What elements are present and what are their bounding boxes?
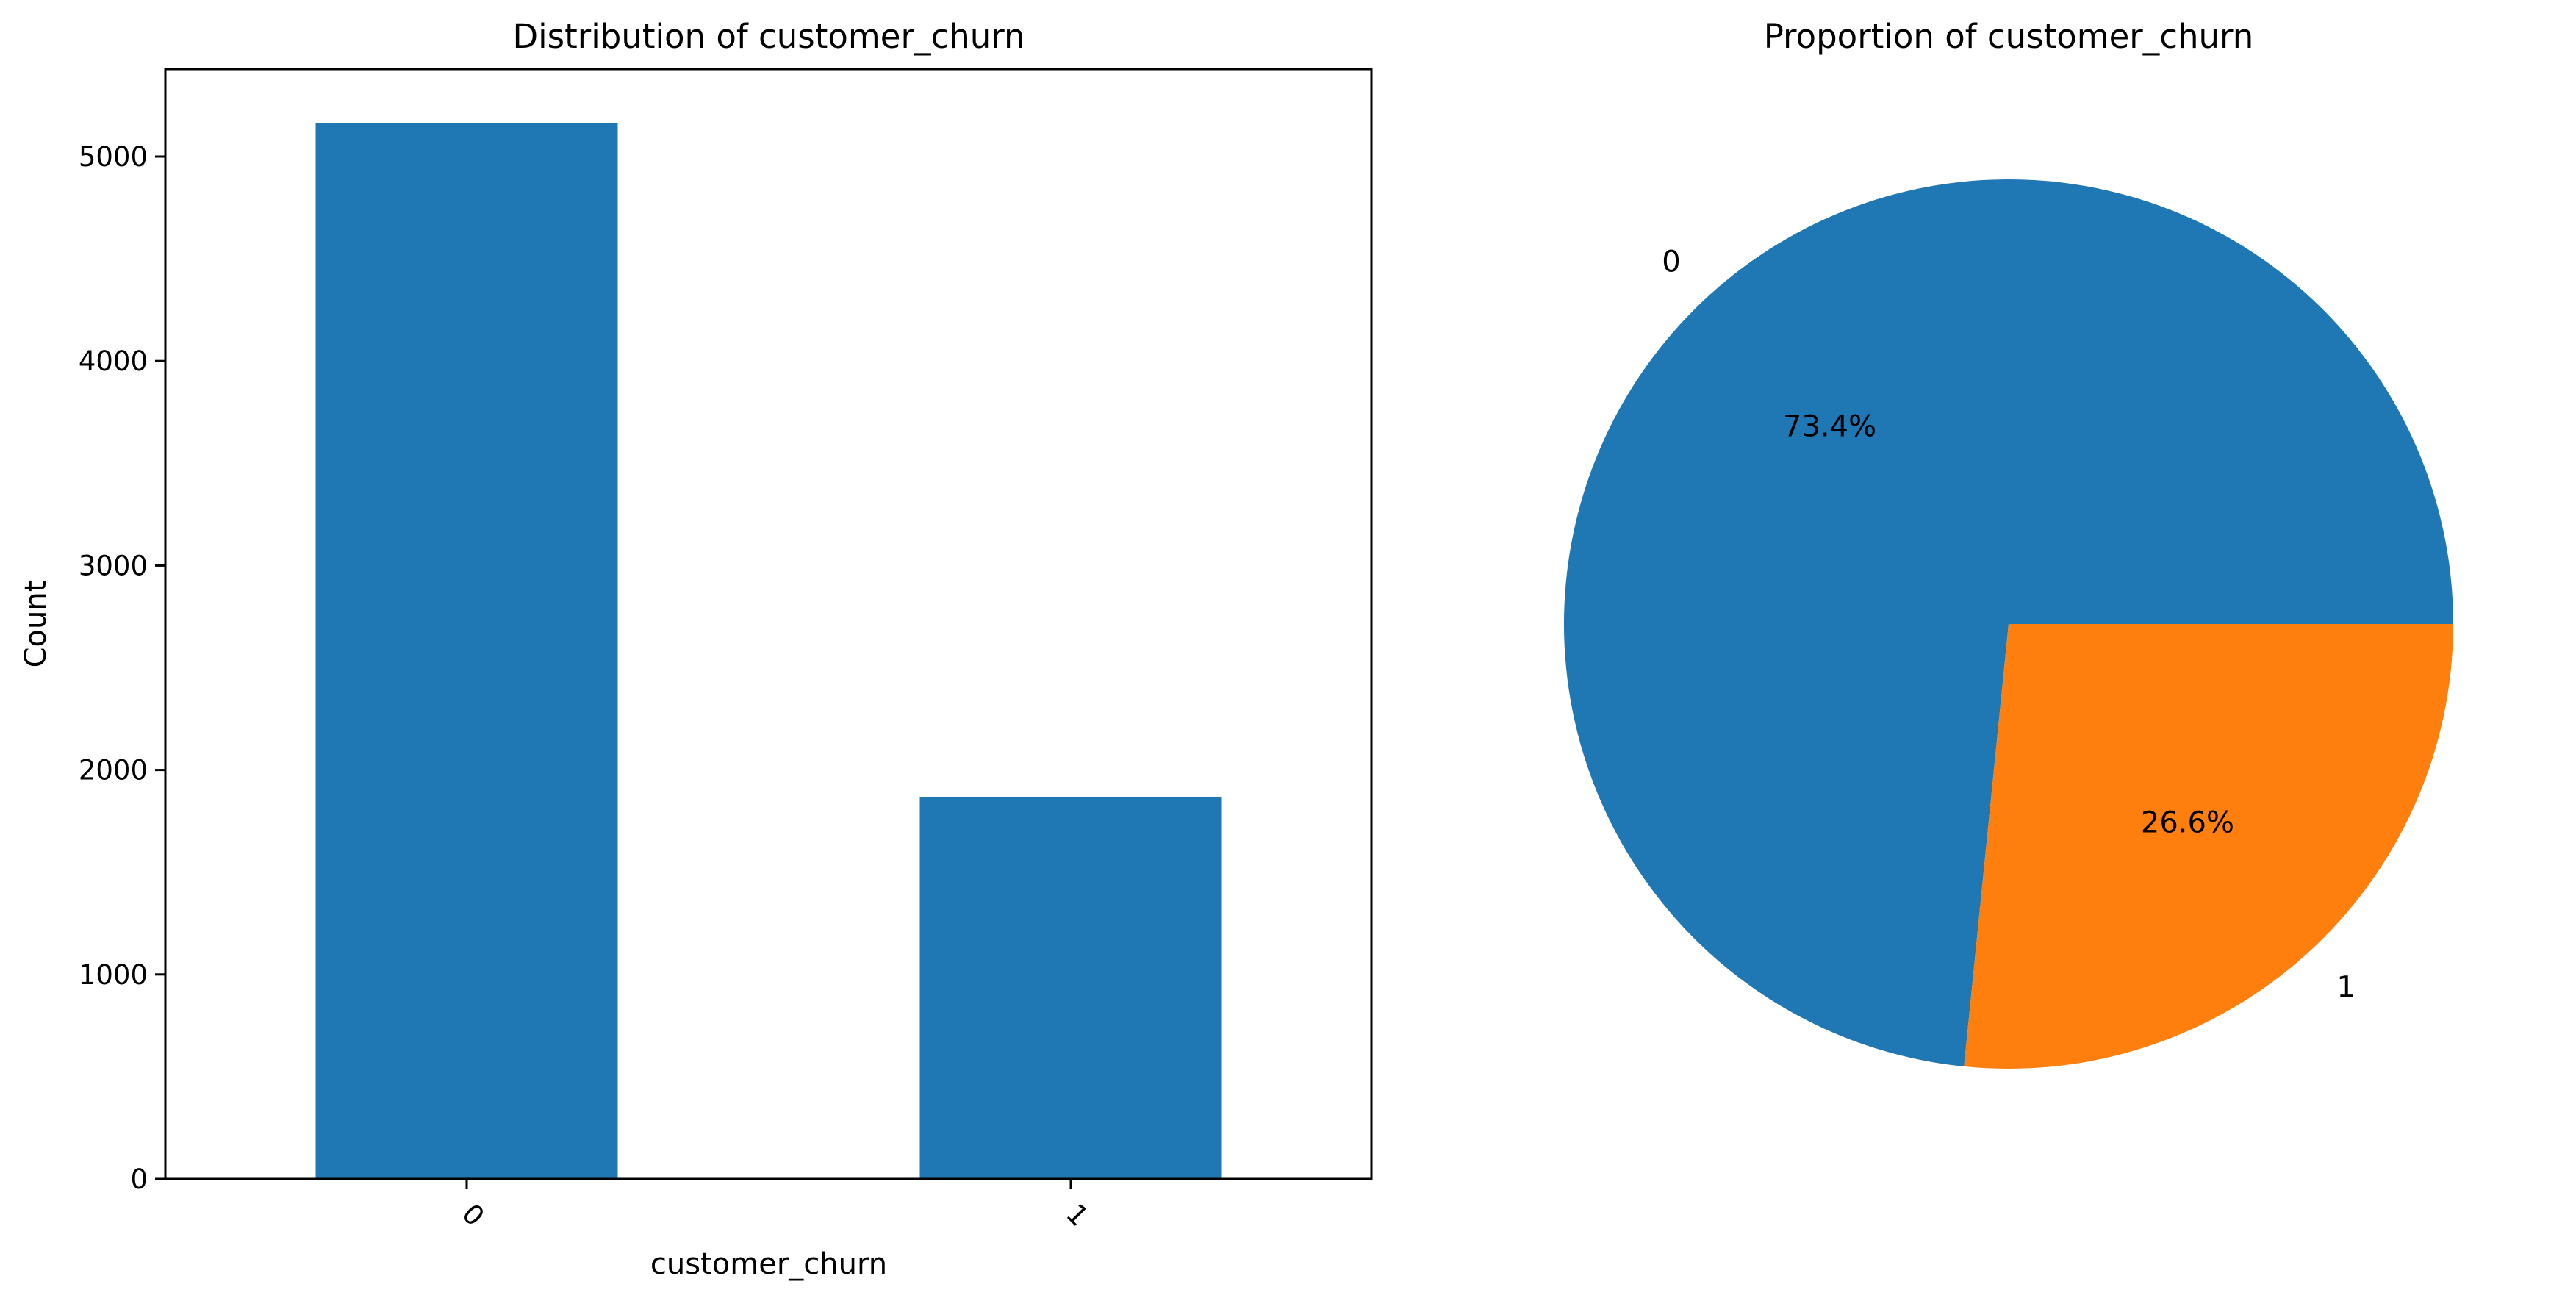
pie-percent-label: 26.6% [2141, 806, 2234, 839]
pie-slice-1 [1964, 624, 2453, 1069]
y-tick-label: 0 [130, 1163, 148, 1195]
pie-category-label: 1 [2336, 971, 2355, 1005]
x-tick-label: 1 [1060, 1198, 1094, 1233]
y-tick-label: 2000 [79, 755, 148, 786]
x-tick-label: 0 [456, 1198, 490, 1233]
y-tick-label: 5000 [79, 141, 148, 173]
y-axis-ticks: 0 1000 2000 3000 4000 5000 [79, 141, 165, 1195]
pie-percent-label: 73.4% [1783, 410, 1876, 444]
bar-1 [919, 797, 1222, 1179]
y-axis-label: Count [19, 581, 53, 668]
pie-slice-0 [1564, 179, 2453, 1066]
bar-chart-title: Distribution of customer_churn [513, 17, 1025, 56]
y-tick-label: 3000 [79, 550, 148, 581]
pie-slices [1564, 179, 2453, 1069]
plot-frame [164, 68, 1373, 1180]
y-tick-label: 1000 [79, 959, 148, 991]
pie-chart: Proportion of customer_churn 0 73.4% 1 26.6… [1564, 17, 2453, 1069]
pie-chart-title: Proportion of customer_churn [1764, 17, 2254, 56]
pie-category-label: 0 [1662, 245, 1680, 279]
bar-0 [315, 123, 618, 1179]
y-tick-label: 4000 [79, 345, 148, 377]
bar-chart: Distribution of customer_churn 0 1000 2000… [19, 17, 1373, 1281]
bar-group [315, 123, 1222, 1179]
x-axis-label: customer_churn [650, 1247, 887, 1281]
pie-labels: 0 73.4% 1 26.6% [1662, 245, 2356, 1004]
